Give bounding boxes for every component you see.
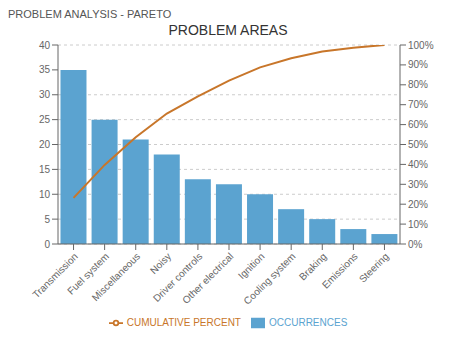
svg-text:10%: 10%	[408, 219, 428, 230]
svg-text:30: 30	[39, 89, 51, 100]
svg-text:50%: 50%	[408, 139, 428, 150]
svg-text:15: 15	[39, 164, 51, 175]
svg-text:Emissions: Emissions	[320, 251, 360, 291]
svg-text:80%: 80%	[408, 79, 428, 90]
svg-text:Braking: Braking	[297, 250, 329, 283]
svg-text:Other electrical: Other electrical	[180, 251, 235, 306]
svg-text:Driver controls: Driver controls	[151, 250, 205, 304]
svg-text:40%: 40%	[408, 159, 428, 170]
html-text:PROBLEM ANALYSIS - PARETO: PROBLEM ANALYSIS - PARETO	[8, 8, 172, 20]
svg-text:70%: 70%	[408, 99, 428, 110]
svg-text:20: 20	[39, 139, 51, 150]
html-text:CUMULATIVE PERCENT: CUMULATIVE PERCENT	[126, 316, 241, 328]
svg-text:Fuel system: Fuel system	[65, 250, 112, 297]
svg-text:40: 40	[39, 40, 51, 51]
svg-text:0%: 0%	[408, 239, 423, 250]
svg-text:Transmission: Transmission	[30, 250, 80, 301]
svg-text:Noisy: Noisy	[148, 251, 173, 276]
html-text:PROBLEM AREAS: PROBLEM AREAS	[168, 22, 288, 38]
svg-text:30%: 30%	[408, 179, 428, 190]
html-text:OCCURRENCES: OCCURRENCES	[269, 316, 348, 328]
svg-text:0: 0	[44, 239, 50, 250]
svg-text:100%: 100%	[408, 40, 434, 51]
svg-text:10: 10	[39, 189, 51, 200]
svg-text:Cooling system: Cooling system	[242, 251, 298, 307]
svg-text:60%: 60%	[408, 119, 428, 130]
svg-text:90%: 90%	[408, 59, 428, 70]
svg-text:5: 5	[44, 214, 50, 225]
svg-text:35: 35	[39, 64, 51, 75]
svg-text:25: 25	[39, 114, 51, 125]
svg-text:Steering: Steering	[357, 251, 391, 285]
svg-text:Miscellaneous: Miscellaneous	[90, 251, 143, 304]
svg-text:Ignition: Ignition	[236, 251, 267, 282]
svg-text:20%: 20%	[408, 199, 428, 210]
